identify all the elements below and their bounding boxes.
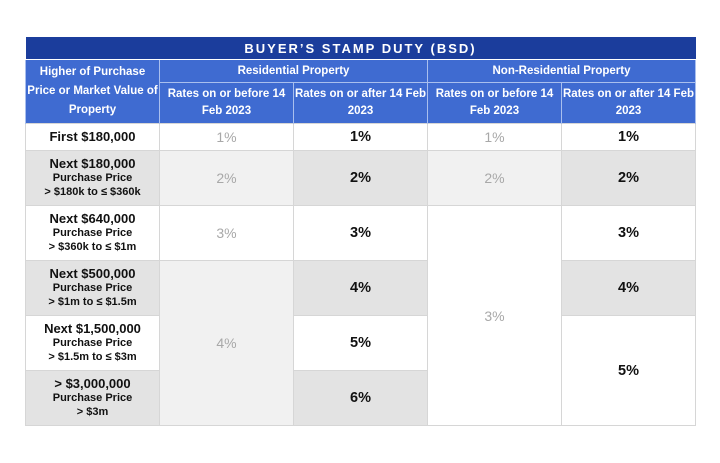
- res-new-rate: 5%: [293, 315, 428, 371]
- sub-header-row: Rates on or before 14 Feb 2023 Rates on …: [26, 82, 696, 124]
- nonres-new-rate: 3%: [561, 205, 696, 261]
- price-column-header: Higher of Purchase Price or Market Value…: [25, 59, 160, 124]
- nonres-new-rate: 5%: [561, 315, 696, 426]
- nonres-old-rate: 1%: [427, 123, 562, 151]
- res-new-rate-header: Rates on or after 14 Feb 2023: [293, 82, 428, 124]
- res-new-rate: 1%: [293, 123, 428, 151]
- tier-range: > $360k to ≤ $1m: [48, 241, 137, 253]
- res-old-rate: 1%: [159, 123, 294, 151]
- res-old-rate: 3%: [159, 205, 294, 261]
- res-new-rate: 2%: [293, 150, 428, 206]
- tier-detail: Purchase Price: [52, 227, 133, 239]
- nonres-new-rate: 4%: [561, 260, 696, 316]
- tier-label: Next $180,000: [49, 156, 136, 171]
- res-old-rate: 2%: [159, 150, 294, 206]
- tier-label: First $180,000: [49, 129, 136, 144]
- title-row: BUYER’S STAMP DUTY (BSD): [25, 37, 696, 60]
- res-new-rate: 4%: [293, 260, 428, 316]
- price-tier-cell: Next $180,000 Purchase Price > $180k to …: [25, 150, 160, 206]
- res-old-rate: 4%: [159, 260, 294, 426]
- tier-label: Next $1,500,000: [44, 321, 141, 336]
- res-new-rate: 3%: [293, 205, 428, 261]
- nonres-old-rate: 3%: [427, 205, 562, 426]
- table-row: > $3,000,000 Purchase Price > $3m 6%: [25, 370, 696, 426]
- nonres-new-rate: 2%: [561, 150, 696, 206]
- tier-label: Next $640,000: [49, 211, 136, 226]
- tier-range: > $1m to ≤ $1.5m: [48, 296, 137, 308]
- tier-range: > $180k to ≤ $360k: [44, 186, 141, 198]
- table-row: Next $180,000 Purchase Price > $180k to …: [25, 150, 696, 206]
- price-tier-cell: First $180,000: [25, 123, 160, 151]
- table-title: BUYER’S STAMP DUTY (BSD): [25, 37, 696, 60]
- table-row: Next $640,000 Purchase Price > $360k to …: [25, 205, 696, 426]
- nonres-old-rate: 2%: [427, 150, 562, 206]
- tier-label: Next $500,000: [49, 266, 136, 281]
- residential-group-header: Residential Property: [159, 59, 428, 83]
- tier-range: > $3m: [76, 406, 109, 418]
- price-tier-cell: Next $500,000 Purchase Price > $1m to ≤ …: [25, 260, 160, 316]
- table-row: Next $1,500,000 Purchase Price > $1.5m t…: [25, 315, 696, 426]
- tier-detail: Purchase Price: [52, 337, 133, 349]
- table-row: First $180,000 1% 1% 1% 1%: [25, 123, 696, 151]
- nonres-new-rate: 1%: [561, 123, 696, 151]
- bsd-rates-table: BUYER’S STAMP DUTY (BSD) Higher of Purch…: [25, 37, 696, 426]
- group-header-row: Higher of Purchase Price or Market Value…: [25, 59, 696, 124]
- tier-detail: Purchase Price: [52, 392, 133, 404]
- res-new-rate: 6%: [293, 370, 428, 426]
- price-tier-cell: Next $640,000 Purchase Price > $360k to …: [25, 205, 160, 261]
- price-tier-cell: > $3,000,000 Purchase Price > $3m: [25, 370, 160, 426]
- tier-range: > $1.5m to ≤ $3m: [48, 351, 137, 363]
- tier-detail: Purchase Price: [52, 282, 133, 294]
- nonres-new-rate-header: Rates on or after 14 Feb 2023: [561, 82, 696, 124]
- price-tier-cell: Next $1,500,000 Purchase Price > $1.5m t…: [25, 315, 160, 371]
- res-old-rate-header: Rates on or before 14 Feb 2023: [159, 82, 294, 124]
- nonres-old-rate-header: Rates on or before 14 Feb 2023: [427, 82, 562, 124]
- tier-label: > $3,000,000: [54, 376, 131, 391]
- table-row: Next $500,000 Purchase Price > $1m to ≤ …: [25, 260, 696, 426]
- tier-detail: Purchase Price: [52, 172, 133, 184]
- non-residential-group-header: Non-Residential Property: [427, 59, 696, 83]
